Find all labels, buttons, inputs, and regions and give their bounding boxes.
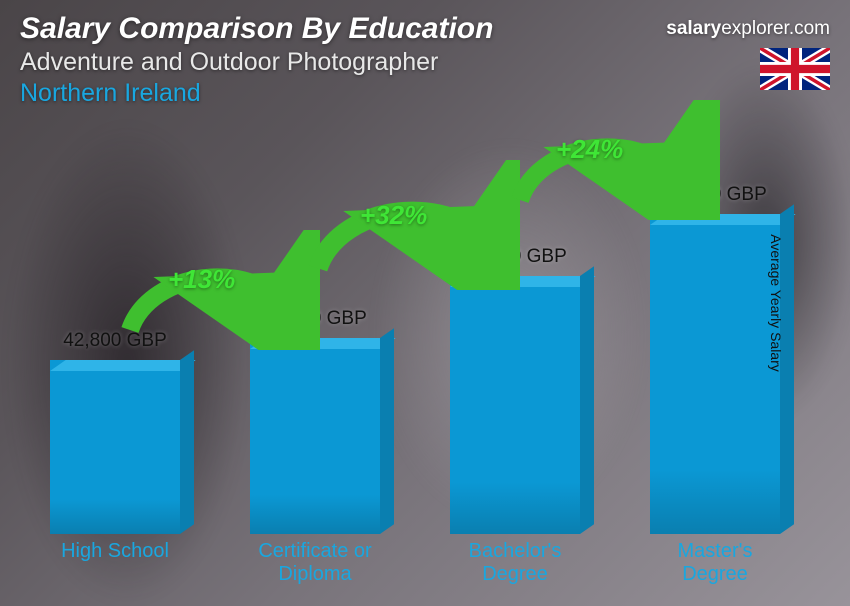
bar-3d bbox=[450, 276, 580, 534]
increase-arrow: +32% bbox=[300, 160, 520, 290]
increase-arrow: +24% bbox=[490, 100, 720, 220]
brand-bold: salary bbox=[666, 18, 721, 39]
bar-group: 42,800 GBP bbox=[30, 330, 200, 534]
bar-category-label: Master's Degree bbox=[630, 540, 800, 586]
title-region: Northern Ireland bbox=[20, 79, 830, 108]
increase-arrow: +13% bbox=[110, 230, 320, 350]
title-subtitle: Adventure and Outdoor Photographer bbox=[20, 48, 830, 77]
brand-rest: explorer.com bbox=[721, 18, 830, 39]
bar-category-label: Bachelor's Degree bbox=[430, 540, 600, 586]
arrow-percent-label: +13% bbox=[168, 264, 235, 295]
bar-3d bbox=[250, 338, 380, 534]
bar-category-label: Certificate or Diploma bbox=[230, 540, 400, 586]
brand-logo: salaryexplorer.com bbox=[666, 18, 830, 40]
bar-3d bbox=[50, 360, 180, 534]
y-axis-label: Average Yearly Salary bbox=[767, 234, 783, 372]
arrow-percent-label: +24% bbox=[556, 134, 623, 165]
uk-flag-icon bbox=[760, 48, 830, 90]
arrow-percent-label: +32% bbox=[360, 200, 427, 231]
bar-category-label: High School bbox=[30, 540, 200, 586]
bar-3d bbox=[650, 214, 780, 534]
labels-container: High School Certificate or Diploma Bachelo… bbox=[30, 540, 800, 586]
